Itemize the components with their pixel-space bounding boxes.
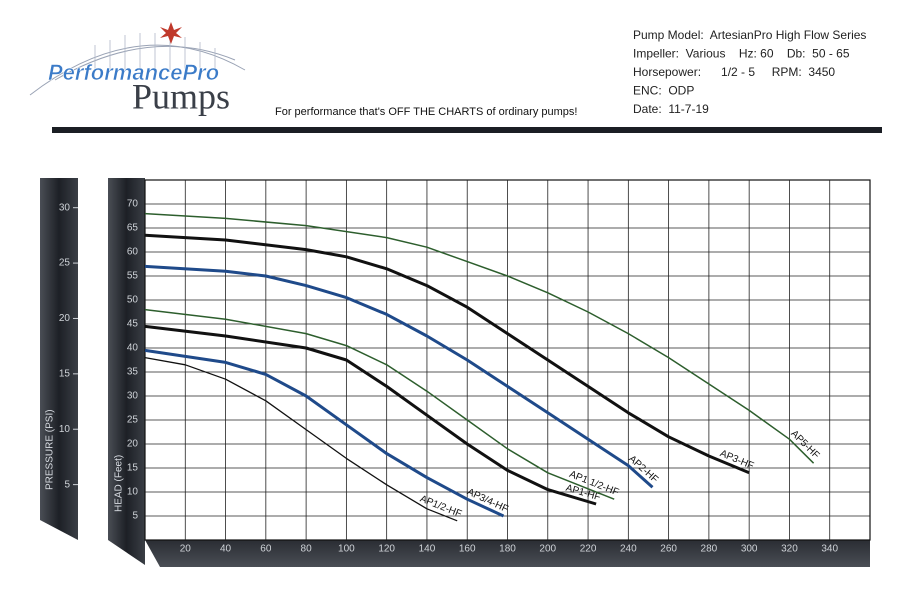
tagline: For performance that's OFF THE CHARTS of… bbox=[275, 106, 577, 118]
y2-tick-label: 10 bbox=[59, 424, 71, 435]
header-rule bbox=[52, 127, 882, 133]
series-line bbox=[144, 264, 654, 489]
x-tick-label: 40 bbox=[220, 544, 232, 555]
x-tick-label: 120 bbox=[378, 544, 395, 555]
specs: Pump Model: ArtesianPro High Flow Series… bbox=[633, 28, 866, 116]
x-tick-label: 140 bbox=[419, 544, 436, 555]
y-tick-label: 20 bbox=[127, 439, 139, 450]
series-line bbox=[144, 212, 815, 464]
spec-line: Date: 11-7-19 bbox=[633, 102, 709, 116]
y2-tick-label: 30 bbox=[59, 202, 71, 213]
y-tick-label: 35 bbox=[127, 367, 139, 378]
y-tick-label: 70 bbox=[127, 199, 139, 210]
y2-tick-label: 15 bbox=[59, 368, 71, 379]
x-tick-label: 280 bbox=[701, 544, 718, 555]
y-tick-label: 30 bbox=[127, 391, 139, 402]
y-tick-label: 50 bbox=[127, 295, 139, 306]
y-tick-label: 60 bbox=[127, 247, 139, 258]
x-tick-label: 180 bbox=[499, 544, 516, 555]
x-tick-label: 340 bbox=[821, 544, 838, 555]
spec-line: Horsepower: 1/2 - 5 RPM: 3450 bbox=[633, 65, 835, 79]
x-tick-label: 240 bbox=[620, 544, 637, 555]
y-axis-label: HEAD (Feet) bbox=[114, 455, 125, 512]
x-tick-label: 320 bbox=[781, 544, 798, 555]
y-tick-label: 15 bbox=[127, 463, 139, 474]
pressure-bar bbox=[40, 178, 78, 540]
y-tick-label: 65 bbox=[127, 223, 139, 234]
x-tick-label: 20 bbox=[180, 544, 192, 555]
spec-line: Pump Model: ArtesianPro High Flow Series bbox=[633, 28, 866, 42]
y-tick-label: 45 bbox=[127, 319, 139, 330]
spec-line: ENC: ODP bbox=[633, 84, 694, 98]
x-tick-label: 300 bbox=[741, 544, 758, 555]
logo-bottom: Pumps bbox=[132, 76, 230, 116]
x-tick-label: 80 bbox=[301, 544, 313, 555]
y-tick-label: 10 bbox=[127, 487, 139, 498]
y2-tick-label: 20 bbox=[59, 313, 71, 324]
x-tick-label: 260 bbox=[660, 544, 677, 555]
y2-tick-label: 25 bbox=[59, 258, 71, 269]
x-bar bbox=[145, 540, 870, 567]
head-bar bbox=[108, 178, 145, 565]
series-line bbox=[144, 233, 750, 475]
series-line bbox=[144, 308, 615, 500]
x-tick-label: 220 bbox=[580, 544, 597, 555]
y-tick-label: 55 bbox=[127, 271, 139, 282]
logo: PerformancePro Pumps bbox=[29, 22, 246, 116]
spec-line: Impeller: Various Hz: 60 Db: 50 - 65 bbox=[633, 47, 850, 61]
x-tick-label: 200 bbox=[539, 544, 556, 555]
logo-top: PerformancePro bbox=[48, 60, 219, 85]
x-tick-label: 100 bbox=[338, 544, 355, 555]
y2-axis-label: PRESSURE (PSI) bbox=[45, 409, 56, 490]
series-line bbox=[144, 324, 597, 506]
x-tick-label: 160 bbox=[459, 544, 476, 555]
y2-tick-label: 5 bbox=[64, 479, 70, 490]
x-tick-label: 60 bbox=[260, 544, 272, 555]
y-tick-label: 25 bbox=[127, 415, 139, 426]
y-tick-label: 40 bbox=[127, 343, 139, 354]
y-tick-label: 5 bbox=[132, 511, 138, 522]
series-line bbox=[144, 356, 458, 522]
series-line bbox=[144, 348, 505, 518]
